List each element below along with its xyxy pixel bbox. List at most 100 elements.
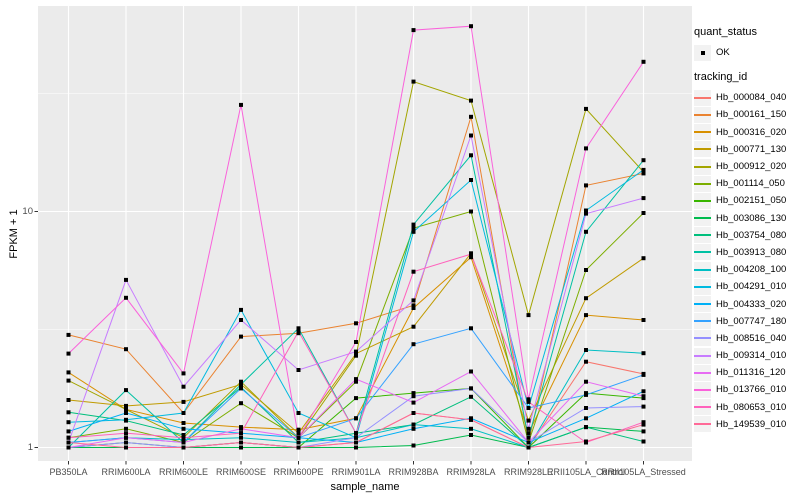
line-swatch-icon xyxy=(694,320,711,323)
data-point xyxy=(181,399,186,404)
x-tick-label: RRIM901LA xyxy=(331,467,381,477)
data-point xyxy=(641,422,646,427)
legend-item-label: OK xyxy=(716,47,730,59)
data-point xyxy=(354,396,358,401)
series-color-key xyxy=(694,347,711,364)
series-color-key xyxy=(694,296,711,313)
data-point xyxy=(239,382,243,387)
data-point xyxy=(411,229,416,234)
series-color-key xyxy=(694,227,711,244)
data-point xyxy=(411,226,416,231)
data-point xyxy=(584,425,588,430)
data-point xyxy=(411,303,416,308)
data-point xyxy=(641,318,646,322)
data-point xyxy=(526,440,531,445)
data-point xyxy=(354,445,358,450)
line-swatch-icon xyxy=(694,371,711,374)
data-point xyxy=(66,410,71,415)
data-point xyxy=(641,196,646,201)
series-color-key xyxy=(694,141,711,158)
data-point xyxy=(584,106,588,111)
legend-item-Hb_009314_010: Hb_009314_010 xyxy=(694,347,800,364)
data-point xyxy=(469,24,473,29)
data-point xyxy=(354,321,358,326)
data-point xyxy=(469,417,473,422)
line-swatch-icon xyxy=(694,406,711,409)
data-point xyxy=(124,417,128,422)
legend-item-label: Hb_007747_180 xyxy=(716,315,787,327)
data-point xyxy=(239,386,243,391)
black-square-point-icon xyxy=(700,50,705,55)
data-point xyxy=(181,433,186,437)
y-tick-label: 10 xyxy=(22,205,33,217)
legend-item-Hb_080653_010: Hb_080653_010 xyxy=(694,399,800,416)
data-point xyxy=(181,411,186,415)
data-point xyxy=(124,388,128,393)
data-point xyxy=(66,440,71,445)
legend-item-label: Hb_000771_130 xyxy=(716,143,787,155)
data-point xyxy=(354,431,358,436)
data-point xyxy=(66,351,71,356)
data-point xyxy=(354,377,358,382)
x-tick-label: RRII105LA_Stressed xyxy=(601,467,686,477)
data-point xyxy=(354,349,358,354)
line-swatch-icon xyxy=(694,96,711,99)
series-color-key xyxy=(694,399,711,416)
legend-item-label: Hb_003086_130 xyxy=(716,212,787,224)
line-swatch-icon xyxy=(694,354,711,357)
data-point xyxy=(239,318,243,322)
data-point xyxy=(641,211,646,215)
series-color-key xyxy=(694,175,711,192)
data-point xyxy=(469,209,473,214)
data-point xyxy=(641,59,646,64)
data-point xyxy=(526,418,531,423)
data-point xyxy=(641,429,646,434)
data-point xyxy=(526,445,531,450)
legend-item-Hb_003754_080: Hb_003754_080 xyxy=(694,227,800,244)
data-point xyxy=(584,229,588,234)
series-color-key xyxy=(694,124,711,141)
data-point xyxy=(641,372,646,377)
data-point xyxy=(469,252,473,257)
line-swatch-icon xyxy=(694,337,711,340)
data-point xyxy=(641,420,646,425)
data-point xyxy=(296,368,301,372)
data-point xyxy=(66,429,71,434)
data-point xyxy=(66,378,71,383)
data-point xyxy=(124,347,128,352)
data-point xyxy=(584,146,588,151)
legend-item-label: Hb_003913_080 xyxy=(716,246,787,258)
data-point xyxy=(66,445,71,450)
data-point xyxy=(641,167,646,172)
legend-item-Hb_004208_100: Hb_004208_100 xyxy=(694,261,800,278)
data-point xyxy=(124,445,128,450)
data-point xyxy=(354,379,358,384)
data-point xyxy=(526,313,531,318)
data-point xyxy=(411,411,416,415)
legend-item-Hb_000084_040: Hb_000084_040 xyxy=(694,89,800,106)
data-point xyxy=(641,439,646,444)
data-point xyxy=(469,114,473,119)
legend-item-Hb_011316_120: Hb_011316_120 xyxy=(694,364,800,381)
line-swatch-icon xyxy=(694,303,711,306)
x-tick-label: RRIM600LA xyxy=(101,467,151,477)
x-axis-title: sample_name xyxy=(330,481,400,493)
legend-item-Hb_000316_020: Hb_000316_020 xyxy=(694,124,800,141)
legend-item-Hb_000161_150: Hb_000161_150 xyxy=(694,106,800,123)
line-swatch-icon xyxy=(694,182,711,185)
data-point xyxy=(354,340,358,344)
data-point xyxy=(584,183,588,188)
legend-item-label: Hb_000912_020 xyxy=(716,161,787,173)
data-point xyxy=(526,431,531,436)
series-color-key xyxy=(694,330,711,347)
data-point xyxy=(239,445,243,450)
data-point xyxy=(411,28,416,33)
legend-item-Hb_000912_020: Hb_000912_020 xyxy=(694,158,800,175)
legend-item-label: Hb_000084_040 xyxy=(716,92,787,104)
data-point xyxy=(181,371,186,376)
line-swatch-icon xyxy=(694,285,711,288)
data-point xyxy=(296,411,301,415)
data-point xyxy=(411,394,416,399)
